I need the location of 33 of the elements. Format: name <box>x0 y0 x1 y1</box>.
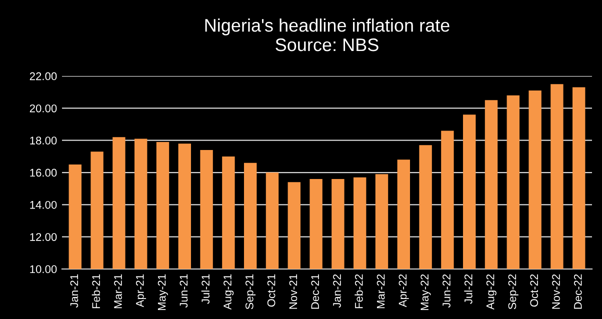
x-tick-label: Jul-21 <box>201 274 210 304</box>
x-tick-label: Feb-22 <box>354 274 363 308</box>
x-tick-label: May-21 <box>158 274 168 310</box>
x-tick-label: Apr-21 <box>136 274 146 308</box>
x-tick-label: Mar-22 <box>376 274 385 308</box>
x-tick-label: May-22 <box>420 274 431 310</box>
y-tick-label: 20.00 <box>30 104 57 112</box>
y-tick-label: 12.00 <box>30 233 57 241</box>
y-tick-label: 10.00 <box>30 265 57 274</box>
y-tick-label: 16.00 <box>30 168 57 177</box>
y-tick-label: 18.00 <box>30 136 57 144</box>
chart-title: Nigeria's headline inflation rate <box>205 18 450 36</box>
chart-subtitle: Source: NBS <box>276 38 378 52</box>
x-tick-label: Apr-22 <box>398 274 409 308</box>
y-tick-label: 22.00 <box>30 72 57 80</box>
x-tick-label: Jan-21 <box>70 274 78 308</box>
x-tick-label: Oct-22 <box>530 274 538 307</box>
x-tick-label: Feb-21 <box>92 274 100 308</box>
x-tick-label: Aug-22 <box>486 274 496 310</box>
x-tick-label: Sep-21 <box>245 274 256 310</box>
x-tick-label: Jul-22 <box>464 274 472 304</box>
x-tick-label: Aug-21 <box>224 274 234 310</box>
x-tick-label: Dec-22 <box>574 274 582 309</box>
x-tick-label: Jun-21 <box>180 274 188 308</box>
x-tick-label: Sep-22 <box>508 274 518 310</box>
x-tick-label: Jun-22 <box>442 274 450 308</box>
x-tick-label: Dec-21 <box>311 274 320 309</box>
x-tick-label: Oct-21 <box>267 274 276 307</box>
x-tick-label: Mar-21 <box>114 274 122 308</box>
y-tick-label: 14.00 <box>30 200 57 209</box>
x-tick-label: Nov-22 <box>552 274 560 309</box>
x-tick-label: Jan-22 <box>333 274 341 308</box>
x-tick-label: Nov-21 <box>289 274 298 309</box>
